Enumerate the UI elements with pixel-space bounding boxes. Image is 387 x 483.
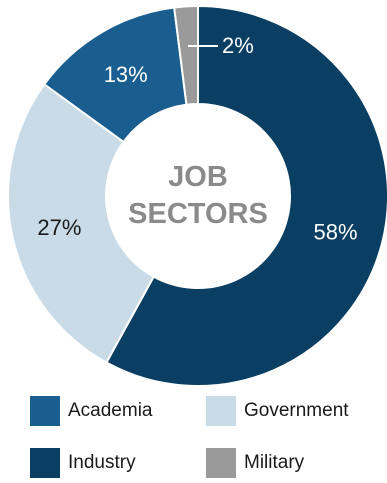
slices bbox=[7, 4, 387, 387]
legend-swatch-academia bbox=[30, 396, 60, 426]
legend-label-military: Military bbox=[244, 452, 305, 473]
legend-label-government: Government bbox=[244, 400, 349, 421]
slice-labels: 58% 27% 13% 2% bbox=[37, 33, 357, 244]
slice-label-academia: 13% bbox=[104, 62, 148, 87]
job-sectors-donut-chart: 58% 27% 13% 2% JOB SECTORS bbox=[7, 4, 387, 387]
legend-label-industry: Industry bbox=[68, 452, 136, 473]
slice-label-government: 27% bbox=[37, 215, 81, 240]
center-label-line-2: SECTORS bbox=[128, 198, 268, 230]
legend-swatch-government bbox=[206, 396, 236, 426]
legend-label-academia: Academia bbox=[68, 400, 153, 421]
slice-military bbox=[173, 4, 199, 106]
slice-government bbox=[7, 82, 156, 364]
legend-item-industry: Industry bbox=[30, 448, 136, 478]
slice-label-military: 2% bbox=[222, 33, 254, 58]
center-label-line-1: JOB bbox=[168, 161, 228, 193]
slice-label-industry: 58% bbox=[314, 219, 358, 244]
legend-swatch-military bbox=[206, 448, 236, 478]
slice-industry bbox=[105, 4, 387, 387]
legend-item-government: Government bbox=[206, 396, 349, 426]
legend-item-academia: Academia bbox=[30, 396, 153, 426]
legend-swatch-industry bbox=[30, 448, 60, 478]
legend-item-military: Military bbox=[206, 448, 304, 478]
